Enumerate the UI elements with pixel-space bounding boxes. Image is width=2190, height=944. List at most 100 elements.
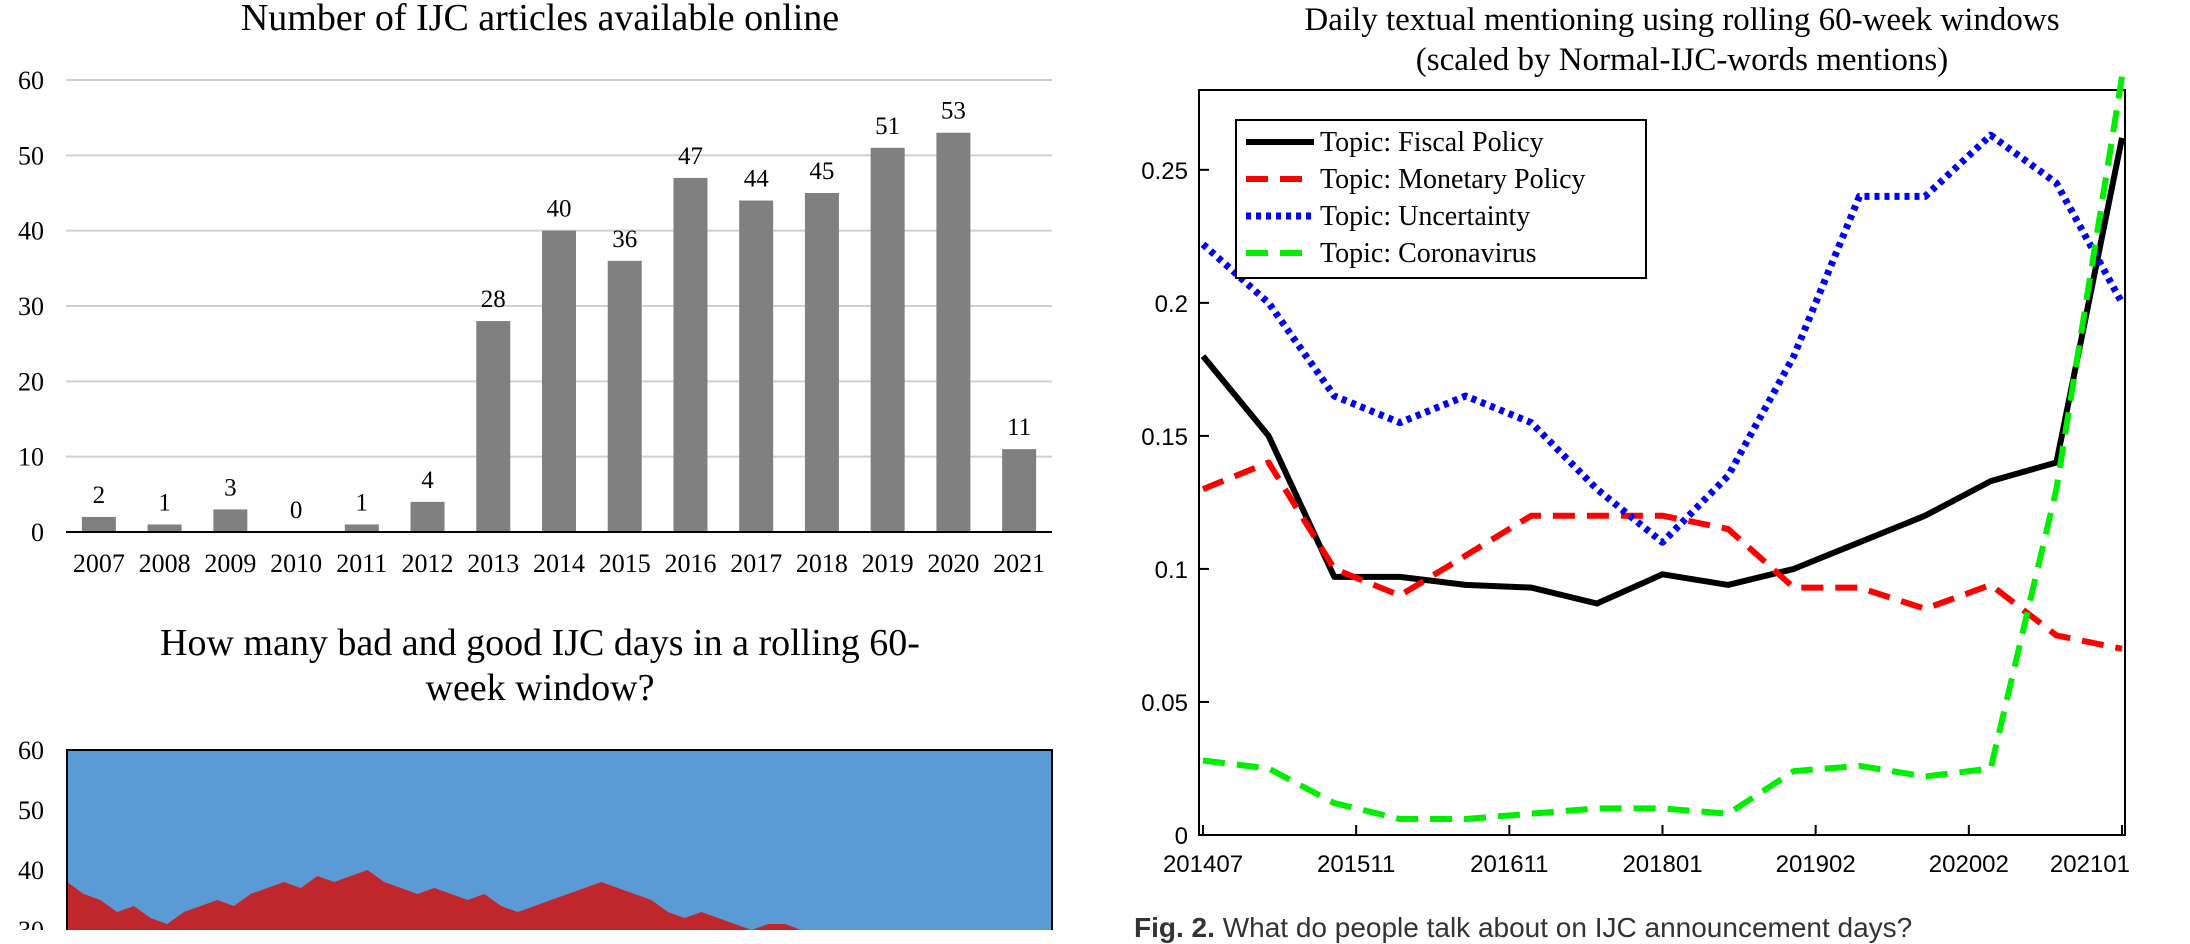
- legend-label: Topic: Coronavirus: [1320, 238, 1537, 269]
- bar-2007: [81, 516, 116, 532]
- bar-2021: [1002, 449, 1037, 532]
- legend-box: [1235, 119, 1647, 279]
- bar-chart-articles: Number of IJC articles available online …: [18, 0, 1052, 578]
- bar-2013: [476, 321, 511, 532]
- area-series-0: [67, 870, 852, 930]
- bar-2012: [410, 501, 445, 532]
- bar-x-tick-label: 2007: [73, 549, 125, 578]
- line-x-tick-label: 201801: [1622, 851, 1702, 878]
- area-y-tick-label: 60: [18, 736, 44, 765]
- line-x-tick-label: 202002: [1929, 851, 2009, 878]
- bar-x-tick-label: 2021: [993, 549, 1045, 578]
- legend-label: Topic: Monetary Policy: [1320, 164, 1586, 195]
- line-series-2: [1200, 131, 2126, 546]
- area-chart-days: How many bad and good IJC days in a roll…: [18, 622, 1053, 930]
- bar-2019: [870, 147, 905, 533]
- line-x-tick-label: 201407: [1163, 851, 1243, 878]
- bar-data-label: 47: [678, 143, 703, 170]
- bar-x-tick-label: 2013: [467, 549, 519, 578]
- line-y-tick-label: 0: [1175, 823, 1188, 850]
- bar-data-label: 36: [612, 226, 637, 253]
- line-chart-title: Daily textual mentioning using rolling 6…: [1304, 2, 2059, 38]
- line-series-3: [1202, 76, 2125, 822]
- area-y-tick-label: 30: [18, 916, 44, 930]
- line-series-1: [1201, 459, 2123, 652]
- legend-label: Topic: Fiscal Policy: [1320, 127, 1544, 158]
- line-chart-x-ticks: 201407 201511 201611 201801 201902 202002 2021…: [1163, 825, 2130, 878]
- bar-data-label: 0: [290, 497, 303, 524]
- bar-data-label: 45: [809, 158, 834, 185]
- bar-2009: [213, 509, 248, 532]
- bar-y-tick-label: 30: [18, 292, 44, 321]
- bar-chart-y-ticks: 0 10 20 30 40 50 60: [18, 66, 44, 547]
- bar-y-tick-label: 60: [18, 66, 44, 95]
- bar-data-label: 4: [421, 467, 434, 494]
- bar-2018: [804, 193, 839, 532]
- bar-2016: [673, 177, 708, 532]
- bar-chart-x-ticks: 2007 2008 2009 2010 2011 2012 2013 2014 2015 2016…: [73, 549, 1045, 578]
- bar-data-label: 2: [93, 482, 106, 509]
- bar-data-label: 28: [481, 286, 506, 313]
- line-x-tick-label: 202101: [2050, 851, 2130, 878]
- bar-x-tick-label: 2010: [270, 549, 322, 578]
- line-chart-mentions: Daily textual mentioning using rolling 6…: [1141, 2, 2130, 878]
- line-x-tick-label: 201511: [1317, 851, 1395, 878]
- bar-x-tick-label: 2009: [204, 549, 256, 578]
- bar-y-tick-label: 50: [18, 141, 44, 170]
- bar-y-tick-label: 0: [31, 518, 44, 547]
- area-chart-fills: [67, 750, 1052, 930]
- line-chart-y-ticks: 0 0.05 0.1 0.15 0.2 0.25: [1141, 158, 1209, 850]
- caption-label: Fig. 2.: [1134, 912, 1215, 943]
- area-chart-y-ticks: 30 40 50 60: [18, 736, 44, 930]
- bar-2011: [344, 524, 379, 532]
- caption-text: What do people talk about on IJC announc…: [1222, 912, 1913, 943]
- line-chart-subtitle: (scaled by Normal-IJC-words mentions): [1416, 42, 1948, 78]
- line-chart-series: [1200, 76, 2126, 822]
- line-x-tick-label: 201611: [1470, 851, 1548, 878]
- bar-x-tick-label: 2018: [796, 549, 848, 578]
- line-y-tick-label: 0.2: [1155, 291, 1188, 318]
- area-chart-title-line-1: How many bad and good IJC days in a roll…: [160, 622, 920, 664]
- bar-y-tick-label: 40: [18, 217, 44, 246]
- line-x-tick-label: 201902: [1776, 851, 1856, 878]
- line-y-tick-label: 0.15: [1141, 424, 1188, 451]
- bar-y-tick-label: 10: [18, 443, 44, 472]
- bar-x-tick-label: 2015: [599, 549, 651, 578]
- bar-x-tick-label: 2017: [730, 549, 782, 578]
- area-chart-frame: [66, 749, 1053, 930]
- bar-data-label: 51: [875, 113, 900, 140]
- bar-2014: [542, 230, 576, 532]
- bar-data-label: 1: [158, 489, 171, 516]
- area-chart-title-line-2: week window?: [426, 667, 655, 709]
- bar-chart-title: Number of IJC articles available online: [241, 0, 839, 39]
- legend-label: Topic: Uncertainty: [1320, 201, 1530, 232]
- bar-2017: [739, 200, 774, 533]
- bar-data-label: 1: [356, 489, 369, 516]
- bar-2015: [607, 260, 642, 532]
- area-y-tick-label: 50: [18, 796, 44, 825]
- line-y-tick-label: 0.05: [1141, 690, 1188, 717]
- bar-x-tick-label: 2020: [927, 549, 979, 578]
- figure-caption: Fig. 2. What do people talk about on IJC…: [1134, 912, 1912, 944]
- bar-2020: [936, 132, 971, 532]
- bar-data-label: 11: [1007, 414, 1031, 441]
- line-y-tick-label: 0.25: [1141, 158, 1188, 185]
- bar-x-tick-label: 2008: [139, 549, 191, 578]
- bar-data-label: 40: [547, 196, 572, 223]
- bar-y-tick-label: 20: [18, 367, 44, 396]
- bar-data-label: 3: [224, 474, 237, 501]
- bar-x-tick-label: 2019: [862, 549, 914, 578]
- bar-data-label: 53: [941, 98, 966, 125]
- area-y-tick-label: 40: [18, 856, 44, 885]
- bar-x-tick-label: 2014: [533, 549, 585, 578]
- line-y-tick-label: 0.1: [1155, 557, 1188, 584]
- bar-data-label: 44: [744, 166, 770, 193]
- bar-chart-bars: [81, 132, 1037, 533]
- bar-2008: [147, 524, 182, 532]
- bar-x-tick-label: 2011: [336, 549, 387, 578]
- line-chart-legend: Topic: Fiscal Policy Topic: Monetary Poli…: [1235, 119, 1647, 279]
- bar-x-tick-label: 2012: [402, 549, 454, 578]
- bar-x-tick-label: 2016: [664, 549, 716, 578]
